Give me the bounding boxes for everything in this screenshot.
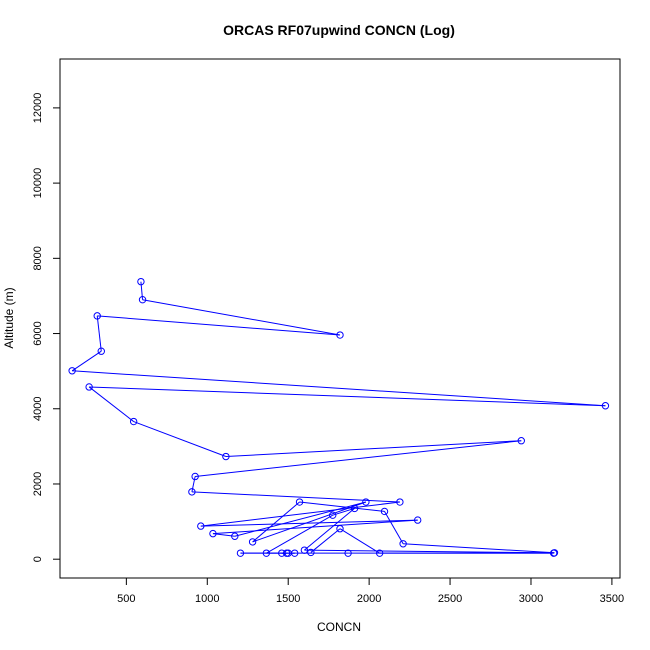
data-point [197, 522, 205, 530]
y-tick-label: 8000 [32, 246, 44, 270]
series-segment [142, 299, 341, 336]
y-axis: 0 2000 4000 6000 8000 10000 12000 [32, 93, 60, 562]
data-point [517, 437, 525, 445]
data-point [191, 472, 199, 481]
x-tick-label: 1500 [276, 593, 300, 605]
data-point [413, 516, 422, 524]
series-segment [96, 315, 102, 352]
data-point [380, 507, 389, 516]
x-axis: 500 1000 1500 2000 2500 3000 3500 [117, 578, 624, 605]
y-tick-label: 2000 [32, 472, 44, 496]
series-segment [97, 315, 341, 336]
data-point [549, 549, 558, 557]
x-tick-label: 3000 [519, 593, 543, 605]
data-point [138, 295, 147, 304]
x-tick-label: 2000 [357, 593, 381, 605]
data-point [350, 504, 359, 513]
plot-frame [59, 58, 621, 579]
y-tick-label: 0 [32, 556, 44, 562]
y-tick-label: 4000 [32, 397, 44, 421]
x-axis-label: CONCN [317, 620, 361, 634]
series-segment [71, 350, 102, 372]
data-point [336, 331, 344, 339]
series-segment [252, 501, 300, 543]
x-tick-label: 3500 [600, 593, 624, 605]
series-segment [266, 514, 333, 554]
data-point [68, 367, 76, 375]
series-segment [88, 386, 134, 422]
series-segment [332, 507, 355, 516]
y-tick-label: 12000 [32, 93, 44, 124]
data-point [300, 546, 309, 554]
data-point [248, 538, 257, 546]
data-point [97, 347, 105, 355]
y-tick-label: 6000 [32, 321, 44, 345]
series-segment [200, 519, 418, 527]
series-segment [89, 386, 606, 407]
data-point [307, 548, 315, 557]
series-segment [310, 528, 341, 553]
series-segment [403, 543, 555, 554]
data-point [399, 540, 407, 548]
data-point [601, 402, 610, 410]
series-segment [212, 519, 418, 535]
series-segment [195, 440, 522, 477]
y-tick-label: 10000 [32, 168, 44, 199]
data-point [129, 417, 138, 426]
series-segment [339, 528, 380, 554]
data-point [231, 532, 239, 540]
data-point [93, 312, 101, 320]
data-point [290, 549, 299, 557]
series-segment [200, 501, 400, 527]
data-point [209, 529, 217, 538]
series-segment [252, 501, 367, 543]
data-point [295, 498, 304, 506]
data-point [137, 277, 145, 286]
series-segment [304, 508, 355, 551]
x-tick-label: 1000 [195, 593, 219, 605]
x-tick-label: 500 [117, 593, 135, 605]
data-point [329, 511, 337, 519]
series-layer [68, 277, 610, 557]
data-point [278, 549, 286, 557]
data-point [236, 549, 245, 557]
y-axis-label: Altitude (m) [2, 287, 16, 348]
series-segment [72, 370, 606, 407]
data-point [262, 549, 271, 557]
series-segment [191, 476, 196, 492]
data-point [188, 488, 196, 496]
data-point [85, 383, 93, 391]
data-point [344, 549, 352, 557]
series-segment [191, 491, 400, 503]
x-tick-label: 2500 [438, 593, 462, 605]
data-point [362, 498, 370, 506]
data-point [222, 452, 230, 461]
series-segment [234, 501, 367, 537]
data-point [396, 498, 404, 506]
chart-title: ORCAS RF07upwind CONCN (Log) [223, 22, 455, 38]
series-segment [384, 511, 404, 545]
series-segment [225, 440, 522, 458]
series-segment [133, 421, 227, 457]
series-segment [299, 501, 385, 512]
data-point [375, 549, 384, 557]
data-point [282, 549, 291, 557]
data-point [336, 525, 344, 533]
